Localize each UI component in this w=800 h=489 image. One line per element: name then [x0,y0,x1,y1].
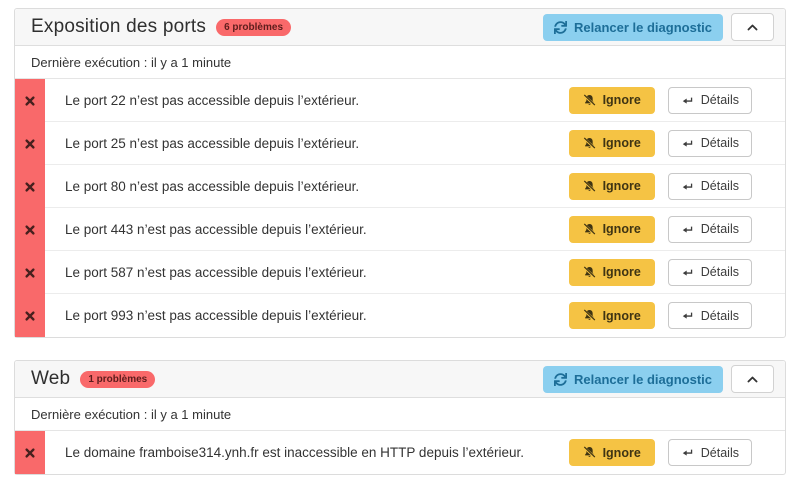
issue-message: Le port 22 n’est pas accessible depuis l… [65,92,360,108]
return-arrow-icon [681,223,694,236]
issue-row: Le port 587 n’est pas accessible depuis … [15,251,785,294]
bell-slash-icon [582,265,596,279]
refresh-icon [554,372,567,386]
rerun-diagnosis-label: Relancer le diagnostic [574,19,712,35]
error-cross-icon [24,310,36,322]
ignore-button[interactable]: Ignore [568,172,655,200]
ignore-button[interactable]: Ignore [568,302,655,329]
issue-message: Le port 587 n’est pas accessible depuis … [65,264,367,280]
issue-message: Le port 25 n’est pas accessible depuis l… [65,135,360,151]
section-title: Web [31,368,71,389]
section-title: Exposition des ports [31,16,207,37]
issue-row: Le port 22 n’est pas accessible depuis l… [15,79,785,122]
ignore-button[interactable]: Ignore [568,258,655,286]
section-header: Exposition des ports 6 problèmes Relance… [15,9,785,46]
ignore-button[interactable]: Ignore [568,215,655,243]
bell-slash-icon [582,222,596,236]
issue-row: Le domaine framboise314.ynh.fr est inacc… [15,431,785,474]
issue-message: Le port 993 n’est pas accessible depuis … [65,308,367,323]
collapse-section-button[interactable] [731,365,774,393]
bell-slash-icon [582,179,596,193]
header-actions: Relancer le diagnostic [543,13,774,41]
issue-row: Le port 993 n’est pas accessible depuis … [15,294,785,337]
details-button[interactable]: Détails [667,215,752,243]
bell-slash-icon [582,136,596,150]
error-cross-icon [24,224,36,236]
details-button[interactable]: Détails [667,302,752,329]
issues-count-badge: 6 problèmes [216,18,292,36]
rerun-diagnosis-button[interactable]: Relancer le diagnostic [543,365,723,393]
details-button[interactable]: Détails [667,86,752,114]
ignore-button[interactable]: Ignore [568,129,655,157]
return-arrow-icon [681,266,694,279]
return-arrow-icon [681,309,694,322]
return-arrow-icon [681,180,694,193]
issue-row: Le port 25 n’est pas accessible depuis l… [15,122,785,165]
bell-slash-icon [582,446,596,459]
rerun-diagnosis-label: Relancer le diagnostic [574,371,712,387]
header-actions: Relancer le diagnostic [543,365,774,393]
details-button[interactable]: Détails [667,129,752,157]
return-arrow-icon [681,94,694,107]
error-cross-icon [24,447,36,459]
section-header: Web 1 problèmes Relancer le diagnostic [15,361,785,398]
details-button[interactable]: Détails [667,439,752,466]
issue-row: Le port 443 n’est pas accessible depuis … [15,208,785,251]
issue-row: Le port 80 n’est pas accessible depuis l… [15,165,785,208]
error-cross-icon [24,138,36,150]
chevron-up-icon [746,373,759,386]
chevron-up-icon [746,21,759,34]
issues-list: Le port 22 n’est pas accessible depuis l… [15,79,785,337]
rerun-diagnosis-button[interactable]: Relancer le diagnostic [543,13,723,41]
return-arrow-icon [681,446,694,459]
error-cross-icon [24,181,36,193]
ignore-button[interactable]: Ignore [568,439,655,466]
issues-count-badge: 1 problèmes [80,370,156,388]
details-button[interactable]: Détails [667,172,752,200]
refresh-icon [554,20,567,34]
last-run-text: Dernière exécution : il y a 1 minute [15,46,785,79]
diagnosis-section-ports: Exposition des ports 6 problèmes Relance… [14,8,786,338]
bell-slash-icon [582,309,596,322]
issue-message: Le domaine framboise314.ynh.fr est inacc… [65,445,524,460]
error-cross-icon [24,267,36,279]
diagnosis-section-web: Web 1 problèmes Relancer le diagnostic D… [14,360,786,475]
bell-slash-icon [582,93,596,107]
collapse-section-button[interactable] [731,13,774,41]
issues-list: Le domaine framboise314.ynh.fr est inacc… [15,431,785,474]
issue-message: Le port 443 n’est pas accessible depuis … [65,221,367,237]
issue-message: Le port 80 n’est pas accessible depuis l… [65,178,360,194]
error-cross-icon [24,95,36,107]
return-arrow-icon [681,137,694,150]
ignore-button[interactable]: Ignore [568,86,655,114]
details-button[interactable]: Détails [667,258,752,286]
last-run-text: Dernière exécution : il y a 1 minute [15,398,785,431]
